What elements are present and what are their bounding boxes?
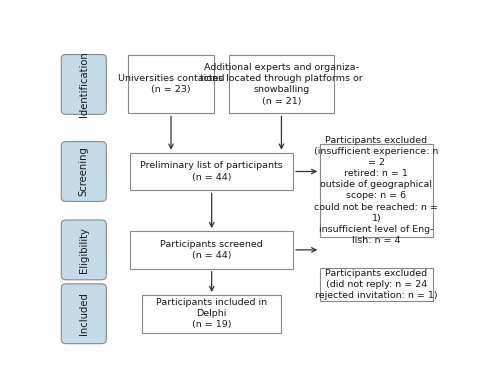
Text: Participants included in
Delphi
(n = 19): Participants included in Delphi (n = 19) bbox=[156, 298, 267, 329]
Text: Screening: Screening bbox=[79, 147, 89, 196]
Text: Participants screened
(n = 44): Participants screened (n = 44) bbox=[160, 240, 263, 260]
Text: Universities contacted
(n = 23): Universities contacted (n = 23) bbox=[118, 74, 224, 95]
FancyBboxPatch shape bbox=[62, 284, 106, 344]
FancyBboxPatch shape bbox=[62, 220, 106, 280]
Bar bbox=[128, 55, 214, 113]
Text: Identification: Identification bbox=[79, 52, 89, 117]
Text: Additional experts and organiza-
tions located through platforms or
snowballing
: Additional experts and organiza- tions l… bbox=[200, 63, 363, 106]
Bar bbox=[320, 268, 432, 302]
Text: Included: Included bbox=[79, 292, 89, 335]
FancyBboxPatch shape bbox=[62, 55, 106, 114]
Bar bbox=[229, 55, 334, 113]
Bar bbox=[320, 144, 432, 237]
Text: Eligibility: Eligibility bbox=[79, 227, 89, 273]
Bar bbox=[130, 231, 293, 269]
Bar bbox=[130, 153, 293, 190]
Text: Participants excluded
(did not reply: n = 24
rejected invitation: n = 1): Participants excluded (did not reply: n … bbox=[315, 269, 438, 300]
Text: Participants excluded
(insufficient experience: n
= 2
retired: n = 1
outside of : Participants excluded (insufficient expe… bbox=[314, 136, 438, 245]
Bar bbox=[142, 295, 282, 333]
FancyBboxPatch shape bbox=[62, 142, 106, 201]
Text: Preliminary list of participants
(n = 44): Preliminary list of participants (n = 44… bbox=[140, 161, 283, 182]
